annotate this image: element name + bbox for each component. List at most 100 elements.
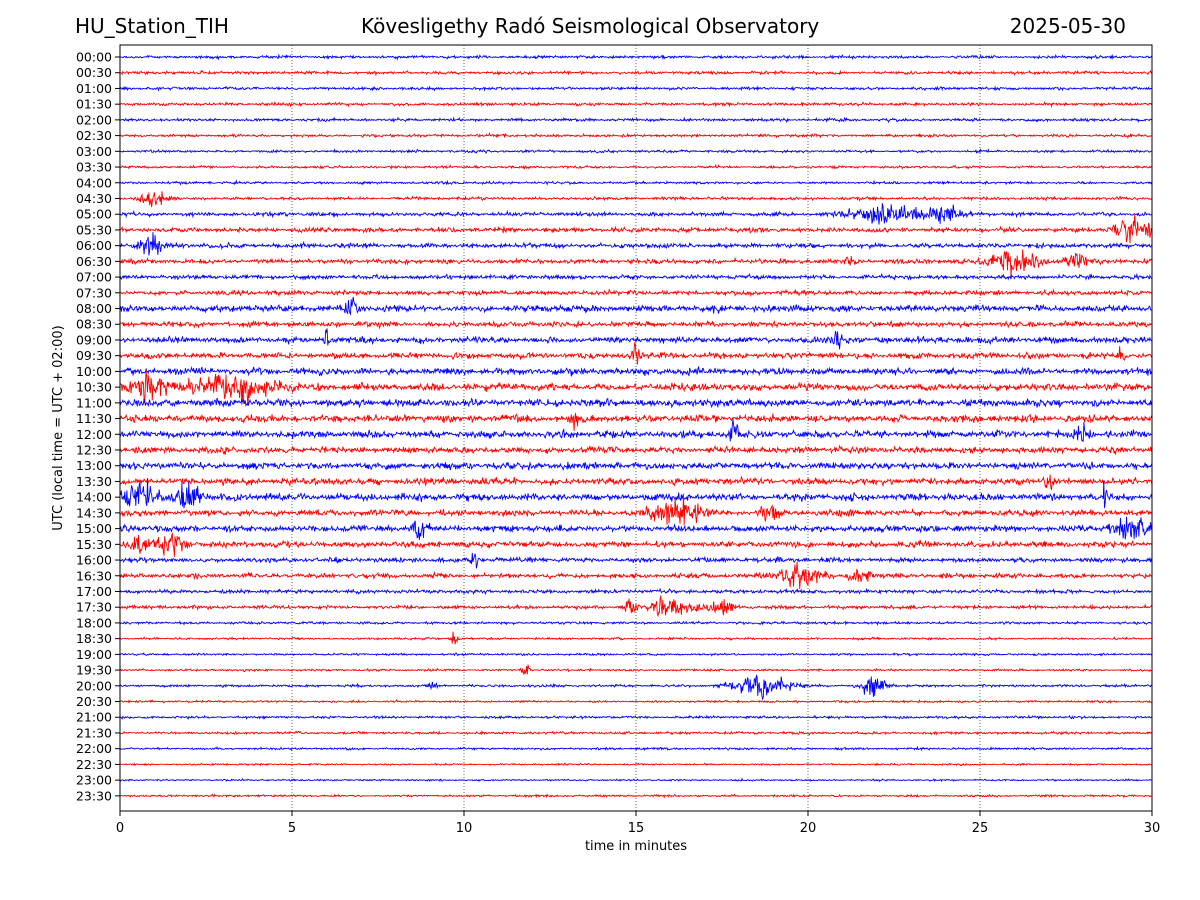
y-tick-label: 21:30 xyxy=(76,725,112,740)
y-tick-label: 08:00 xyxy=(76,301,112,316)
seismic-trace xyxy=(119,516,1153,540)
y-tick-label: 09:30 xyxy=(76,348,112,363)
seismic-trace xyxy=(119,461,1153,471)
y-tick-label: 01:30 xyxy=(76,97,112,112)
y-tick-label: 05:30 xyxy=(76,222,112,237)
x-tick-label: 5 xyxy=(288,821,296,836)
y-tick-label: 02:30 xyxy=(76,128,112,143)
seismic-trace xyxy=(119,493,1153,526)
y-tick-label: 15:00 xyxy=(76,521,112,536)
y-tick-label: 06:00 xyxy=(76,238,112,253)
seismic-trace xyxy=(119,288,1153,298)
seismic-trace xyxy=(119,620,1153,626)
seismic-trace xyxy=(119,53,1153,61)
x-tick-label: 0 xyxy=(116,821,124,836)
y-tick-label: 19:00 xyxy=(76,647,112,662)
seismic-trace xyxy=(119,561,1153,589)
seismic-trace xyxy=(119,179,1153,186)
seismic-trace xyxy=(119,203,1153,225)
y-tick-label: 01:00 xyxy=(76,81,112,96)
seismic-traces xyxy=(119,53,1153,799)
seismic-trace xyxy=(119,100,1153,108)
y-axis-ticks: 00:0000:3001:0001:3002:0002:3003:0003:30… xyxy=(76,50,120,803)
seismic-trace xyxy=(119,532,1153,557)
y-tick-label: 10:30 xyxy=(76,380,112,395)
y-tick-label: 03:00 xyxy=(76,144,112,159)
seismic-trace xyxy=(119,365,1153,377)
seismic-trace xyxy=(119,729,1153,736)
y-tick-label: 09:00 xyxy=(76,332,112,347)
seismic-trace xyxy=(119,714,1153,721)
x-tick-label: 10 xyxy=(456,821,473,836)
x-tick-label: 15 xyxy=(628,821,645,836)
seismic-trace xyxy=(119,745,1153,752)
date-title: 2025-05-30 xyxy=(1009,14,1126,38)
y-tick-label: 00:00 xyxy=(76,50,112,65)
seismic-trace xyxy=(119,474,1153,491)
seismic-trace xyxy=(119,631,1153,645)
y-tick-label: 18:30 xyxy=(76,631,112,646)
y-tick-label: 00:30 xyxy=(76,65,112,80)
seismic-trace xyxy=(119,413,1153,432)
x-axis-label: time in minutes xyxy=(585,839,687,854)
seismic-trace xyxy=(119,595,1153,618)
seismic-trace xyxy=(119,341,1153,365)
seismic-trace xyxy=(119,148,1153,155)
y-axis-label: UTC (local time = UTC + 02:00) xyxy=(51,325,66,530)
x-axis-ticks: 0 5 10 15 20 25 30 xyxy=(116,811,1160,836)
y-tick-label: 05:00 xyxy=(76,207,112,222)
y-tick-label: 15:30 xyxy=(76,537,112,552)
y-tick-label: 16:30 xyxy=(76,568,112,583)
y-tick-label: 20:30 xyxy=(76,694,112,709)
seismic-trace xyxy=(119,296,1153,316)
y-tick-label: 16:00 xyxy=(76,553,112,568)
seismic-trace xyxy=(119,419,1153,442)
seismic-trace xyxy=(119,164,1153,170)
seismic-trace xyxy=(119,328,1153,350)
y-tick-label: 17:00 xyxy=(76,584,112,599)
x-tick-label: 25 xyxy=(972,821,989,836)
y-tick-label: 22:00 xyxy=(76,741,112,756)
y-tick-label: 03:30 xyxy=(76,160,112,175)
seismic-trace xyxy=(119,249,1153,277)
y-tick-label: 19:30 xyxy=(76,663,112,678)
y-tick-label: 12:00 xyxy=(76,427,112,442)
seismic-trace xyxy=(119,397,1153,409)
seismic-trace xyxy=(119,587,1153,596)
x-tick-label: 20 xyxy=(800,821,817,836)
y-tick-label: 13:30 xyxy=(76,474,112,489)
y-tick-label: 20:00 xyxy=(76,678,112,693)
y-tick-label: 07:30 xyxy=(76,285,112,300)
y-tick-label: 08:30 xyxy=(76,317,112,332)
y-tick-label: 10:00 xyxy=(76,364,112,379)
y-tick-label: 14:00 xyxy=(76,490,112,505)
seismic-trace xyxy=(119,777,1153,783)
seismic-trace xyxy=(119,552,1152,569)
seismic-trace xyxy=(119,652,1153,657)
seismic-trace xyxy=(119,674,1153,701)
seismic-trace xyxy=(119,85,1153,92)
y-tick-label: 23:00 xyxy=(76,773,112,788)
seismic-trace xyxy=(119,232,1153,256)
seismic-trace xyxy=(119,132,1153,139)
y-tick-label: 06:30 xyxy=(76,254,112,269)
y-tick-label: 07:00 xyxy=(76,270,112,285)
seismic-trace xyxy=(119,116,1153,124)
y-tick-label: 11:30 xyxy=(76,411,112,426)
y-tick-label: 13:00 xyxy=(76,458,112,473)
seismic-trace xyxy=(119,664,1153,675)
observatory-title: Kövesligethy Radó Seismological Observat… xyxy=(361,14,820,38)
y-tick-label: 23:30 xyxy=(76,788,112,803)
y-tick-label: 11:00 xyxy=(76,395,112,410)
y-tick-label: 04:00 xyxy=(76,175,112,190)
station-title: HU_Station_TIH xyxy=(75,14,229,38)
seismic-trace xyxy=(119,698,1153,704)
y-tick-label: 22:30 xyxy=(76,757,112,772)
seismic-trace xyxy=(119,191,1153,208)
y-tick-label: 04:30 xyxy=(76,191,112,206)
seismic-trace xyxy=(119,444,1153,456)
y-tick-label: 12:30 xyxy=(76,443,112,458)
seismic-trace xyxy=(119,319,1153,330)
